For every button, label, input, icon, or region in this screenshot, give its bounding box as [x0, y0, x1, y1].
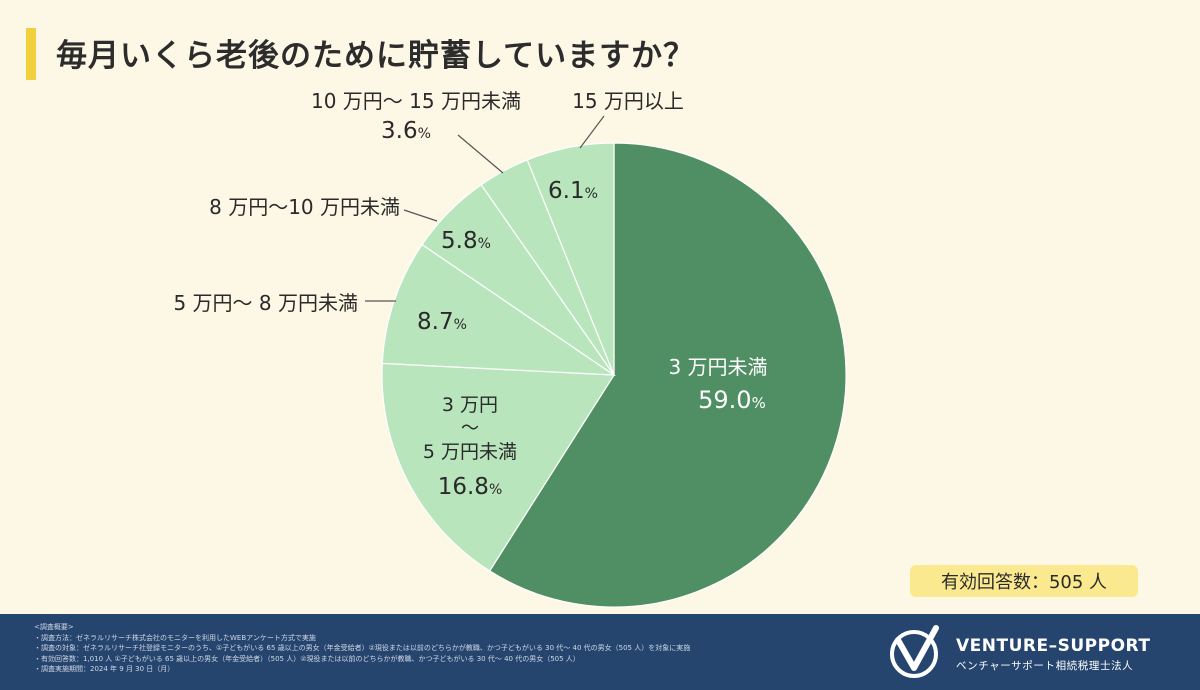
value-label-30k-50k: 16.8% — [438, 474, 503, 500]
title-accent-bar — [26, 28, 36, 80]
pie-slice-30k-50k — [381, 362, 616, 572]
survey-note-line: ・調査実施期間：2024 年 9 月 30 日（月） — [34, 665, 175, 674]
leader-line-100k-150k — [457, 134, 504, 174]
pie-chart: 3 万円未満 59.0% 3 万円～5 万円未満 16.8% 8.7% 5 万円～ 8 万… — [173, 89, 1138, 608]
survey-note-line: ・有効回答数：1,010 人 ①子どもがいる 65 歳以上の男女（年金受給者）（… — [34, 654, 580, 663]
leader-line-over-150k — [579, 115, 605, 149]
sample-size-text: 有効回答数：505 人 — [941, 572, 1107, 593]
slice-label-30k-50k-line2: ～ — [461, 418, 479, 439]
sample-size-badge — [910, 565, 1138, 597]
slice-label-50k-80k: 5 万円～ 8 万円未満 — [173, 291, 358, 315]
value-label-50k-80k: 8.7% — [417, 309, 467, 335]
pie-slice-over-150k — [526, 142, 615, 376]
venture-support-logo-icon — [890, 625, 939, 678]
leader-line-80k-100k — [403, 209, 438, 222]
survey-notes: <調査概要> ・調査方法：ゼネラルリサーチ株式会社のモニターを利用したWEBアン… — [34, 622, 690, 675]
slice-label-30k-50k-line1: 3 万円 — [442, 394, 498, 416]
brand-name: VENTURE–SUPPORT — [956, 636, 1151, 656]
value-label-80k-100k: 5.8% — [441, 228, 491, 254]
slice-label-under-30k: 3 万円未満 — [668, 355, 767, 379]
value-label-over-150k: 6.1% — [548, 178, 598, 204]
value-label-under-30k: 59.0% — [698, 386, 766, 414]
survey-note-line: ・調査方法：ゼネラルリサーチ株式会社のモニターを利用したWEBアンケート方式で実… — [34, 633, 316, 642]
survey-note-line: <調査概要> — [34, 623, 74, 631]
slice-label-30k-50k-line3: 5 万円未満 — [423, 441, 517, 463]
slice-label-80k-100k: 8 万円～10 万円未満 — [209, 195, 400, 219]
chart-title: 毎月いくら老後のために貯蓄していますか？ — [56, 38, 696, 74]
value-label-100k-150k: 3.6% — [381, 118, 431, 144]
pie-slice-under-30k — [488, 142, 847, 608]
footer: <調査概要> ・調査方法：ゼネラルリサーチ株式会社のモニターを利用したWEBアン… — [0, 614, 1200, 690]
brand-subtitle: ベンチャーサポート相続税理士法人 — [956, 660, 1134, 672]
slice-label-100k-150k: 10 万円～ 15 万円未満 — [311, 89, 521, 113]
survey-note-line: ・調査の対象：ゼネラルリサーチ社登録モニターのうち、①子どもがいる 65 歳以上… — [34, 644, 691, 653]
slice-label-over-150k: 15 万円以上 — [572, 89, 684, 113]
